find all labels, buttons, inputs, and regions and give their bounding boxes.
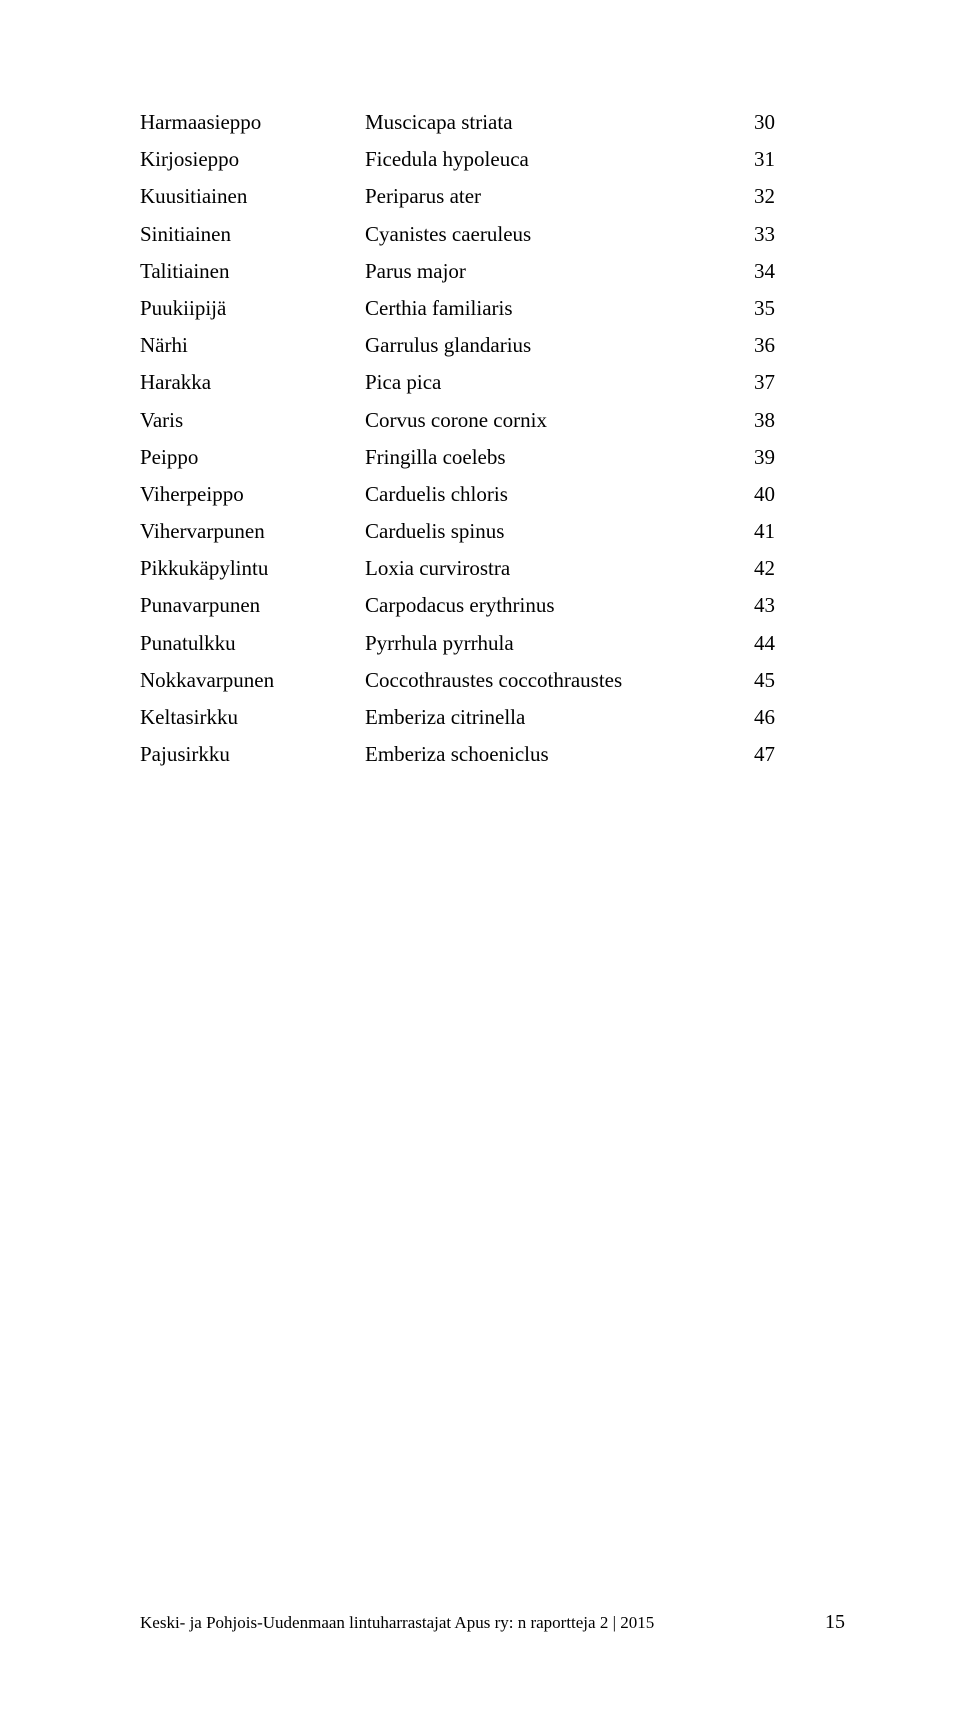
table-row: TalitiainenParus major34 bbox=[140, 259, 845, 296]
finnish-name: Punatulkku bbox=[140, 631, 365, 656]
row-number: 44 bbox=[735, 631, 775, 656]
row-number: 41 bbox=[735, 519, 775, 544]
finnish-name: Viherpeippo bbox=[140, 482, 365, 507]
latin-name: Cyanistes caeruleus bbox=[365, 222, 735, 247]
finnish-name: Vihervarpunen bbox=[140, 519, 365, 544]
latin-name: Parus major bbox=[365, 259, 735, 284]
table-row: PunatulkkuPyrrhula pyrrhula44 bbox=[140, 631, 845, 668]
latin-name: Corvus corone cornix bbox=[365, 408, 735, 433]
finnish-name: Keltasirkku bbox=[140, 705, 365, 730]
document-page: HarmaasieppoMuscicapa striata30Kirjosiep… bbox=[0, 0, 960, 1724]
table-row: PunavarpunenCarpodacus erythrinus43 bbox=[140, 593, 845, 630]
latin-name: Pica pica bbox=[365, 370, 735, 395]
table-row: PuukiipijäCerthia familiaris35 bbox=[140, 296, 845, 333]
row-number: 35 bbox=[735, 296, 775, 321]
latin-name: Muscicapa striata bbox=[365, 110, 735, 135]
latin-name: Pyrrhula pyrrhula bbox=[365, 631, 735, 656]
latin-name: Garrulus glandarius bbox=[365, 333, 735, 358]
finnish-name: Punavarpunen bbox=[140, 593, 365, 618]
table-row: VihervarpunenCarduelis spinus41 bbox=[140, 519, 845, 556]
finnish-name: Nokkavarpunen bbox=[140, 668, 365, 693]
latin-name: Carduelis chloris bbox=[365, 482, 735, 507]
finnish-name: Sinitiainen bbox=[140, 222, 365, 247]
latin-name: Periparus ater bbox=[365, 184, 735, 209]
latin-name: Carduelis spinus bbox=[365, 519, 735, 544]
row-number: 43 bbox=[735, 593, 775, 618]
latin-name: Ficedula hypoleuca bbox=[365, 147, 735, 172]
table-row: KuusitiainenPeriparus ater32 bbox=[140, 184, 845, 221]
table-row: ViherpeippoCarduelis chloris40 bbox=[140, 482, 845, 519]
finnish-name: Harmaasieppo bbox=[140, 110, 365, 135]
finnish-name: Pajusirkku bbox=[140, 742, 365, 767]
row-number: 39 bbox=[735, 445, 775, 470]
table-row: KirjosieppoFicedula hypoleuca31 bbox=[140, 147, 845, 184]
footer-publication-text: Keski- ja Pohjois-Uudenmaan lintuharrast… bbox=[140, 1613, 654, 1633]
row-number: 31 bbox=[735, 147, 775, 172]
row-number: 40 bbox=[735, 482, 775, 507]
finnish-name: Pikkukäpylintu bbox=[140, 556, 365, 581]
table-row: SinitiainenCyanistes caeruleus33 bbox=[140, 222, 845, 259]
row-number: 38 bbox=[735, 408, 775, 433]
latin-name: Certhia familiaris bbox=[365, 296, 735, 321]
latin-name: Emberiza citrinella bbox=[365, 705, 735, 730]
row-number: 32 bbox=[735, 184, 775, 209]
table-row: NokkavarpunenCoccothraustes coccothraust… bbox=[140, 668, 845, 705]
latin-name: Emberiza schoeniclus bbox=[365, 742, 735, 767]
finnish-name: Peippo bbox=[140, 445, 365, 470]
latin-name: Loxia curvirostra bbox=[365, 556, 735, 581]
row-number: 33 bbox=[735, 222, 775, 247]
table-row: PeippoFringilla coelebs39 bbox=[140, 445, 845, 482]
species-table: HarmaasieppoMuscicapa striata30Kirjosiep… bbox=[140, 110, 845, 779]
latin-name: Fringilla coelebs bbox=[365, 445, 735, 470]
footer-page-number: 15 bbox=[825, 1611, 845, 1634]
row-number: 34 bbox=[735, 259, 775, 284]
page-footer: Keski- ja Pohjois-Uudenmaan lintuharrast… bbox=[140, 1611, 845, 1634]
table-row: KeltasirkkuEmberiza citrinella46 bbox=[140, 705, 845, 742]
table-row: VarisCorvus corone cornix38 bbox=[140, 408, 845, 445]
finnish-name: Puukiipijä bbox=[140, 296, 365, 321]
row-number: 36 bbox=[735, 333, 775, 358]
row-number: 30 bbox=[735, 110, 775, 135]
row-number: 42 bbox=[735, 556, 775, 581]
row-number: 37 bbox=[735, 370, 775, 395]
table-row: HarakkaPica pica37 bbox=[140, 370, 845, 407]
table-row: NärhiGarrulus glandarius36 bbox=[140, 333, 845, 370]
finnish-name: Varis bbox=[140, 408, 365, 433]
table-row: PajusirkkuEmberiza schoeniclus47 bbox=[140, 742, 845, 779]
finnish-name: Harakka bbox=[140, 370, 365, 395]
finnish-name: Kuusitiainen bbox=[140, 184, 365, 209]
finnish-name: Talitiainen bbox=[140, 259, 365, 284]
table-row: PikkukäpylintuLoxia curvirostra42 bbox=[140, 556, 845, 593]
finnish-name: Kirjosieppo bbox=[140, 147, 365, 172]
table-row: HarmaasieppoMuscicapa striata30 bbox=[140, 110, 845, 147]
row-number: 46 bbox=[735, 705, 775, 730]
latin-name: Carpodacus erythrinus bbox=[365, 593, 735, 618]
latin-name: Coccothraustes coccothraustes bbox=[365, 668, 735, 693]
finnish-name: Närhi bbox=[140, 333, 365, 358]
row-number: 47 bbox=[735, 742, 775, 767]
row-number: 45 bbox=[735, 668, 775, 693]
